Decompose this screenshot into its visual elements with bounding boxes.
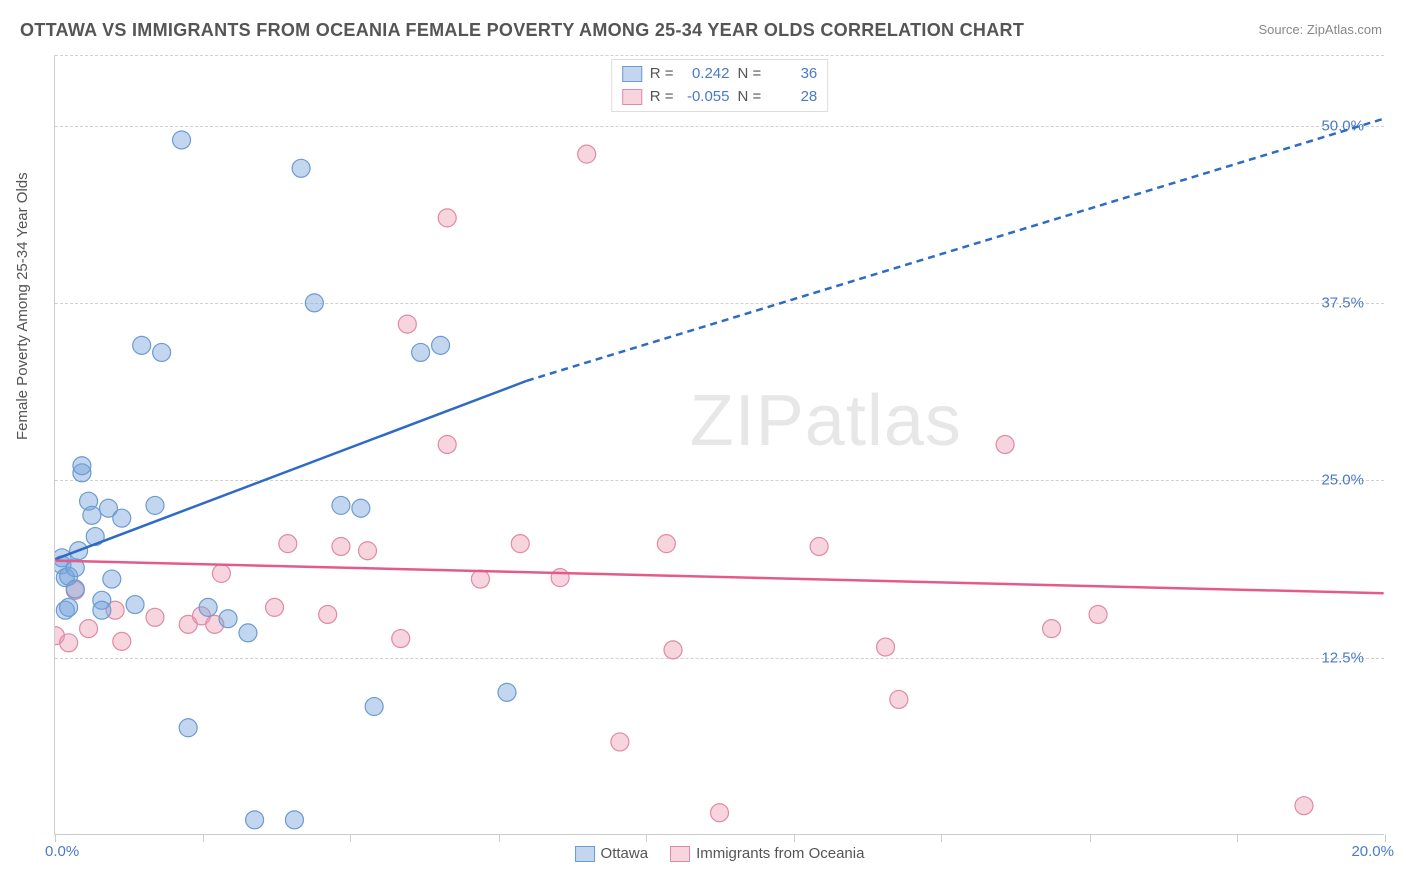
scatter-point [711, 804, 729, 822]
scatter-point [412, 343, 430, 361]
scatter-point [332, 496, 350, 514]
scatter-point [146, 496, 164, 514]
scatter-point [359, 542, 377, 560]
scatter-point [810, 537, 828, 555]
n-label-2: N = [738, 86, 762, 109]
scatter-point [285, 811, 303, 829]
ottawa-swatch-bottom [575, 846, 595, 862]
scatter-point [279, 535, 297, 553]
scatter-point [146, 608, 164, 626]
series-legend-item-2: Immigrants from Oceania [670, 845, 864, 862]
scatter-point [332, 537, 350, 555]
correlation-legend-row-1: R = 0.242 N = 36 [622, 63, 818, 86]
r-value-2: -0.055 [682, 86, 730, 109]
scatter-point [1043, 620, 1061, 638]
scatter-point [73, 457, 91, 475]
scatter-point [319, 605, 337, 623]
xtick [55, 834, 56, 842]
scatter-point [392, 630, 410, 648]
series-legend: Ottawa Immigrants from Oceania [575, 845, 865, 862]
scatter-point [996, 436, 1014, 454]
scatter-point [60, 598, 78, 616]
scatter-point [212, 564, 230, 582]
series-name-1: Ottawa [601, 845, 649, 862]
oceania-swatch [622, 89, 642, 105]
scatter-point [1089, 605, 1107, 623]
xtick [1090, 834, 1091, 842]
scatter-point [103, 570, 121, 588]
correlation-legend-box: R = 0.242 N = 36 R = -0.055 N = 28 [611, 59, 829, 112]
scatter-point [305, 294, 323, 312]
scatter-point [126, 596, 144, 614]
scatter-point [471, 570, 489, 588]
source-name: ZipAtlas.com [1307, 22, 1382, 37]
plot-area: ZIPatlas 12.5%25.0%37.5%50.0% 0.0% 20.0%… [54, 55, 1384, 835]
n-value-1: 36 [769, 63, 817, 86]
source-attribution: Source: ZipAtlas.com [1258, 22, 1382, 37]
n-value-2: 28 [769, 86, 817, 109]
scatter-point [93, 601, 111, 619]
xtick [499, 834, 500, 842]
r-label-2: R = [650, 86, 674, 109]
xtick [1237, 834, 1238, 842]
scatter-point [80, 620, 98, 638]
scatter-point [611, 733, 629, 751]
scatter-point [438, 209, 456, 227]
r-label-1: R = [650, 63, 674, 86]
scatter-point [113, 632, 131, 650]
series-name-2: Immigrants from Oceania [696, 845, 864, 862]
scatter-point [511, 535, 529, 553]
plot-svg [55, 55, 1384, 834]
scatter-point [60, 634, 78, 652]
scatter-point [438, 436, 456, 454]
scatter-point [578, 145, 596, 163]
scatter-point [219, 610, 237, 628]
scatter-point [877, 638, 895, 656]
scatter-point [657, 535, 675, 553]
r-value-1: 0.242 [682, 63, 730, 86]
scatter-point [664, 641, 682, 659]
scatter-point [83, 506, 101, 524]
scatter-point [551, 569, 569, 587]
series-legend-item-1: Ottawa [575, 845, 649, 862]
scatter-point [292, 159, 310, 177]
scatter-point [432, 336, 450, 354]
scatter-point [352, 499, 370, 517]
scatter-point [153, 343, 171, 361]
xtick [941, 834, 942, 842]
scatter-point [246, 811, 264, 829]
scatter-point [133, 336, 151, 354]
correlation-legend-row-2: R = -0.055 N = 28 [622, 86, 818, 109]
scatter-point [239, 624, 257, 642]
chart-title: OTTAWA VS IMMIGRANTS FROM OCEANIA FEMALE… [20, 20, 1024, 41]
xtick [1385, 834, 1386, 842]
ottawa-swatch [622, 66, 642, 82]
scatter-point [173, 131, 191, 149]
xaxis-max-label: 20.0% [1351, 843, 1394, 860]
regression-line [55, 381, 527, 559]
oceania-swatch-bottom [670, 846, 690, 862]
regression-line [55, 561, 1383, 594]
xtick [203, 834, 204, 842]
source-label: Source: [1258, 22, 1306, 37]
scatter-point [1295, 797, 1313, 815]
xtick [794, 834, 795, 842]
scatter-point [66, 580, 84, 598]
scatter-point [266, 598, 284, 616]
scatter-point [890, 690, 908, 708]
scatter-point [398, 315, 416, 333]
scatter-point [365, 698, 383, 716]
y-axis-label: Female Poverty Among 25-34 Year Olds [14, 172, 31, 440]
n-label-1: N = [738, 63, 762, 86]
chart-container: OTTAWA VS IMMIGRANTS FROM OCEANIA FEMALE… [0, 0, 1406, 892]
scatter-point [179, 719, 197, 737]
regression-line [527, 119, 1384, 381]
scatter-point [113, 509, 131, 527]
xaxis-min-label: 0.0% [45, 843, 79, 860]
xtick [350, 834, 351, 842]
xtick [646, 834, 647, 842]
scatter-point [498, 683, 516, 701]
scatter-point [199, 598, 217, 616]
